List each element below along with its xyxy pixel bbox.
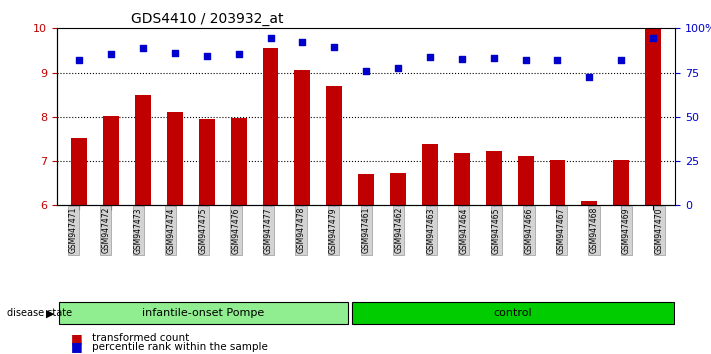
Point — [73, 57, 85, 63]
Bar — [294, 70, 311, 205]
Point — [169, 50, 181, 56]
Point — [648, 35, 659, 41]
Text: disease state: disease state — [7, 308, 73, 318]
Point — [520, 57, 531, 63]
Bar — [454, 153, 470, 205]
Text: GSM947479: GSM947479 — [329, 207, 338, 253]
Text: GSM947464: GSM947464 — [459, 207, 469, 253]
Text: GSM947468: GSM947468 — [589, 207, 599, 253]
Text: GSM947472: GSM947472 — [101, 207, 110, 253]
Text: ■: ■ — [71, 341, 83, 353]
Point — [105, 51, 117, 57]
Text: ▶: ▶ — [46, 308, 55, 318]
Point — [552, 57, 563, 63]
Text: GSM947469: GSM947469 — [622, 207, 631, 253]
Text: ■: ■ — [71, 332, 83, 344]
Text: GSM947475: GSM947475 — [199, 207, 208, 253]
Bar — [358, 175, 374, 205]
Bar — [390, 173, 406, 205]
Text: transformed count: transformed count — [92, 333, 190, 343]
Text: GSM947463: GSM947463 — [427, 207, 436, 253]
Text: GSM947465: GSM947465 — [492, 207, 501, 253]
Point — [233, 51, 245, 57]
Point — [616, 57, 627, 63]
Point — [296, 40, 308, 45]
Point — [264, 35, 276, 41]
Point — [137, 45, 149, 51]
Text: GSM947471: GSM947471 — [69, 207, 77, 253]
FancyBboxPatch shape — [351, 302, 674, 324]
Bar — [486, 152, 502, 205]
Text: GSM947478: GSM947478 — [296, 207, 306, 253]
Text: infantile-onset Pompe: infantile-onset Pompe — [142, 308, 264, 318]
Text: GSM947461: GSM947461 — [362, 207, 370, 253]
Text: GSM947467: GSM947467 — [557, 207, 566, 253]
FancyBboxPatch shape — [58, 302, 348, 324]
Text: GSM947473: GSM947473 — [134, 207, 143, 253]
Bar — [326, 86, 342, 205]
Text: GSM947470: GSM947470 — [655, 207, 663, 253]
Point — [584, 74, 595, 80]
Point — [392, 65, 404, 71]
Point — [328, 44, 340, 50]
Point — [424, 54, 436, 60]
Bar — [71, 138, 87, 205]
Text: GDS4410 / 203932_at: GDS4410 / 203932_at — [131, 12, 284, 26]
Bar — [103, 116, 119, 205]
Text: GSM947476: GSM947476 — [232, 207, 240, 253]
Bar — [422, 144, 438, 205]
Bar — [199, 119, 215, 205]
Point — [360, 68, 372, 74]
Bar — [550, 160, 565, 205]
Text: GSM947462: GSM947462 — [394, 207, 403, 253]
Bar — [582, 201, 597, 205]
Bar — [645, 29, 661, 205]
Point — [456, 56, 468, 62]
Text: GSM947466: GSM947466 — [525, 207, 533, 253]
Bar — [614, 160, 629, 205]
Bar — [167, 112, 183, 205]
Bar — [518, 156, 533, 205]
Point — [201, 53, 213, 58]
Text: control: control — [493, 308, 532, 318]
Text: GSM947477: GSM947477 — [264, 207, 273, 253]
Bar — [230, 118, 247, 205]
Text: GSM947474: GSM947474 — [166, 207, 176, 253]
Bar — [262, 48, 279, 205]
Text: percentile rank within the sample: percentile rank within the sample — [92, 342, 268, 352]
Bar — [135, 95, 151, 205]
Point — [488, 56, 499, 61]
